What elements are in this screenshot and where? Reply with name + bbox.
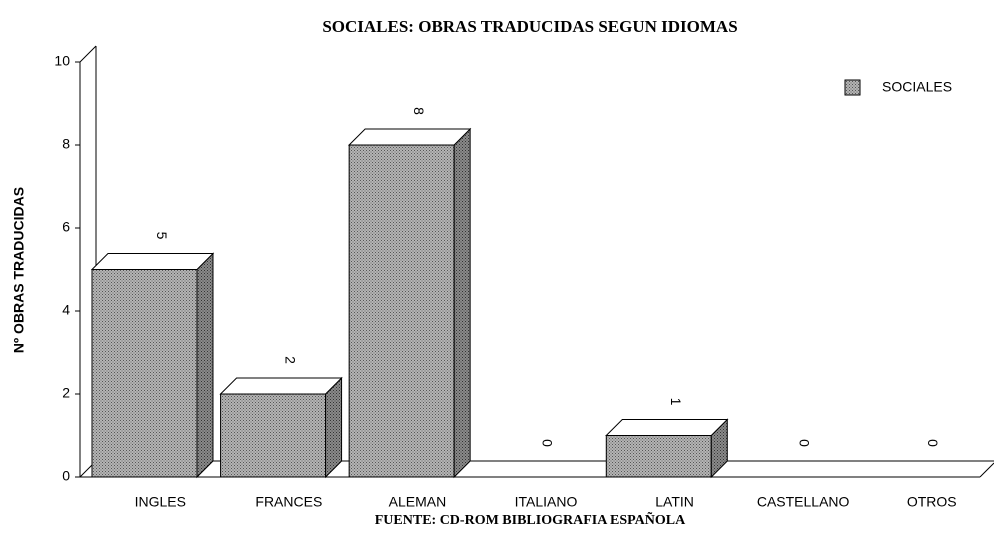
bar-side (325, 376, 343, 479)
value-label: 5 (154, 232, 170, 240)
y-axis-label: Nº OBRAS TRADUCIDAS (11, 187, 27, 353)
wall-edge (79, 45, 97, 63)
value-label: 0 (925, 439, 941, 447)
x-tick-label: LATIN (655, 494, 694, 510)
bar-side (453, 127, 471, 479)
floor-edge (979, 462, 994, 478)
axes (79, 45, 994, 478)
value-label: 0 (797, 439, 813, 447)
y-tick-label: 4 (62, 302, 70, 318)
value-label: 8 (411, 107, 427, 115)
x-tick-label: ALEMAN (389, 494, 447, 510)
y-tick-label: 8 (62, 136, 70, 152)
x-tick-label: FRANCES (255, 494, 322, 510)
legend-swatch (844, 79, 861, 96)
bar (220, 393, 327, 478)
bar (348, 144, 455, 478)
value-label: 2 (282, 356, 298, 364)
value-label: 0 (540, 439, 556, 447)
bar-side (196, 252, 214, 479)
bar-top (605, 419, 729, 436)
bar-top (90, 253, 215, 270)
bar-top (219, 377, 343, 395)
source-note: FUENTE: CD-ROM BIBLIOGRAFIA ESPAÑOLA (375, 510, 686, 528)
y-tick-label: 2 (62, 385, 70, 401)
value-label: 1 (668, 398, 684, 406)
chart-title: SOCIALES: OBRAS TRADUCIDAS SEGUN IDIOMAS (322, 17, 737, 36)
x-tick-label: OTROS (907, 494, 957, 510)
y-tick-label: 6 (62, 219, 70, 235)
bar-top (347, 128, 472, 146)
y-tick-label: 0 (62, 468, 70, 484)
x-tick-label: INGLES (135, 494, 186, 510)
legend-label: SOCIALES (882, 79, 952, 95)
x-tick-label: CASTELLANO (757, 494, 850, 510)
y-tick-label: 10 (54, 53, 70, 69)
bar (91, 269, 198, 478)
bar (605, 435, 712, 478)
x-tick-label: ITALIANO (515, 494, 578, 510)
